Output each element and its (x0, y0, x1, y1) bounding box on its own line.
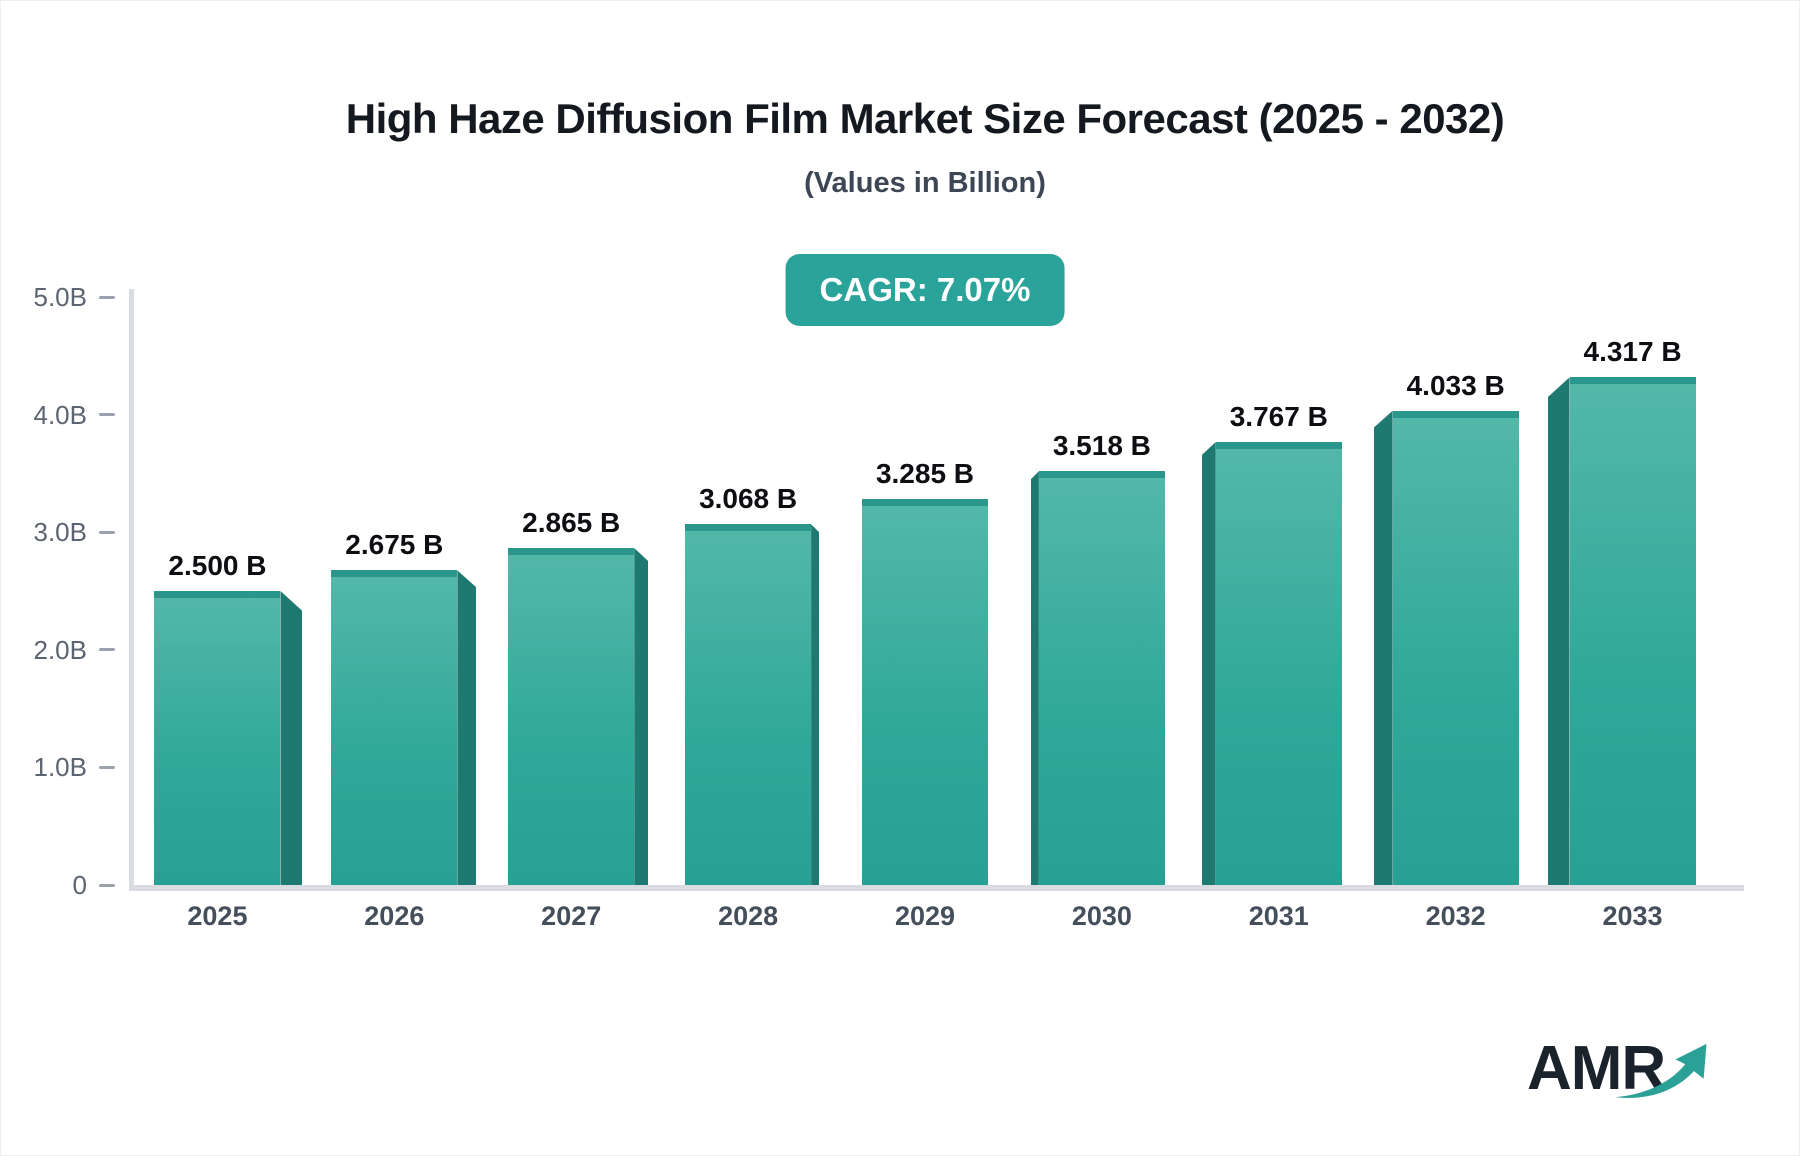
bar-top-edge (685, 524, 812, 532)
y-axis-tick-label: 2.0B (33, 634, 88, 665)
bar-side-panel (1547, 377, 1570, 885)
bar-2033 (1569, 377, 1696, 885)
bar-value-label: 4.317 B (1583, 336, 1682, 368)
bar-top-edge (1038, 471, 1165, 479)
bar-side-panel (1373, 410, 1393, 885)
bar-value-label: 2.675 B (345, 529, 444, 561)
bar-value-label: 3.518 B (1052, 430, 1151, 462)
x-axis-category-label: 2032 (1425, 901, 1486, 931)
y-axis-tick-label: 5.0B (33, 282, 88, 312)
bar-side-panel (280, 591, 303, 885)
x-axis-category-label: 2028 (718, 901, 779, 931)
bar-value-label: 2.500 B (168, 550, 267, 581)
bar-top-edge (508, 548, 635, 556)
y-axis-tick-mark (99, 413, 115, 417)
bar-top-edge (154, 591, 281, 598)
cagr-badge: CAGR: 7.07% (785, 254, 1065, 326)
x-axis-category-label: 2031 (1248, 901, 1309, 931)
bar-side-panel (457, 570, 477, 885)
bar-2029 (862, 498, 988, 885)
amr-logo-text: AMR (1527, 1034, 1666, 1103)
y-axis-tick-mark (99, 530, 115, 534)
bar-value-label: 2.865 B (522, 507, 621, 539)
bar-2025 (154, 591, 281, 885)
bar-2031 (1215, 442, 1342, 885)
amr-logo: AMR (1527, 1037, 1727, 1117)
bar-2028 (685, 524, 812, 885)
bar-top-edge (1215, 442, 1342, 449)
bar-side-panel (1030, 471, 1039, 885)
bar-top-edge (331, 570, 458, 578)
x-axis-category-label: 2027 (541, 901, 602, 931)
y-axis-line (129, 289, 134, 891)
bar-2032 (1392, 410, 1519, 885)
bar-top-edge (862, 498, 988, 506)
bar-top-edge (1392, 410, 1519, 418)
bar-side-panel (634, 548, 649, 885)
bar-side-panel (1201, 442, 1216, 885)
bar-value-label: 4.033 B (1406, 369, 1505, 401)
bar-2030 (1038, 471, 1165, 885)
bar-value-label: 3.068 B (699, 483, 798, 515)
x-axis-category-label: 2030 (1071, 901, 1132, 931)
x-axis-category-label: 2029 (894, 901, 956, 931)
chart-subtitle: (Values in Billion) (804, 167, 1046, 199)
y-axis-tick-mark (99, 883, 115, 887)
y-axis-tick-mark (99, 295, 115, 299)
y-axis-tick-label: 0 (72, 870, 87, 900)
y-axis-tick-mark (99, 648, 115, 652)
chart-title: High Haze Diffusion Film Market Size For… (345, 95, 1505, 142)
bar-value-label: 3.285 B (875, 457, 975, 489)
bar-2027 (508, 548, 635, 885)
x-axis-line (129, 885, 1744, 891)
bar-top-edge (1569, 377, 1696, 385)
bar-side-panel (811, 524, 820, 885)
y-axis-tick-label: 3.0B (33, 517, 88, 548)
x-axis-category-label: 2025 (187, 901, 248, 931)
y-axis-tick-label: 4.0B (33, 399, 88, 430)
x-axis-category-label: 2026 (364, 901, 425, 931)
x-axis-category-label: 2033 (1602, 901, 1663, 931)
bar-value-label: 3.767 B (1229, 401, 1328, 432)
y-axis-tick-label: 1.0B (33, 752, 88, 783)
growth-arrow-icon (1615, 1043, 1707, 1098)
y-axis-tick-mark (99, 765, 115, 769)
bar-2026 (331, 570, 458, 885)
